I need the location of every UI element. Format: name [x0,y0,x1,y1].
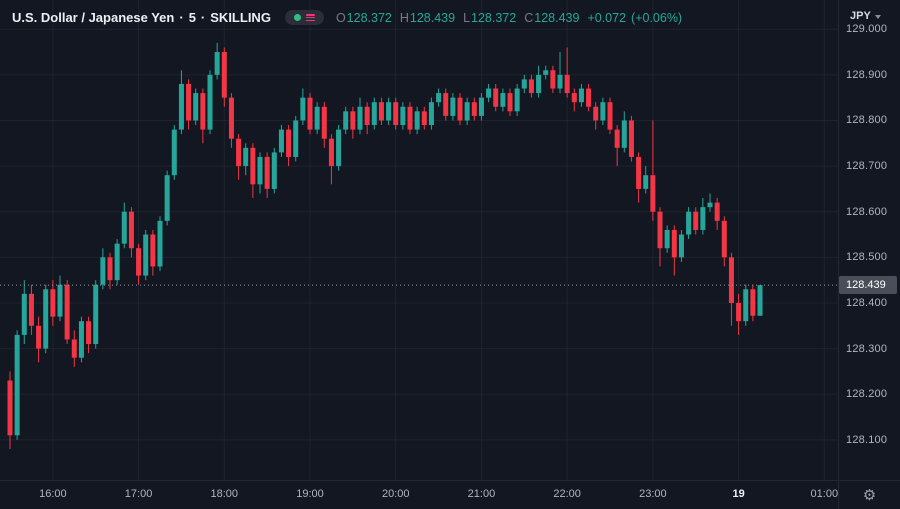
time-axis[interactable]: 16:00 17:00 18:00 19:00 20:00 21:00 22:00 23:00… [0,480,838,509]
price-tick-label: 128.900 [846,68,888,81]
interval-label[interactable]: 5 [188,10,196,26]
chevron-down-icon [874,14,881,19]
settings-gear-icon[interactable]: ⚙ [862,486,877,504]
price-tick-label: 128.200 [846,388,888,401]
status-dot-icon [293,14,301,22]
time-tick-label: 19:00 [296,488,324,500]
chart-legend: U.S. Dollar / Japanese Yen · 5 · SKILLIN… [12,10,682,26]
price-axis[interactable]: 129.000 128.900 128.800 128.700 128.600 128.5… [838,0,900,480]
list-icon [305,14,315,22]
time-tick-label: 01:00 [810,488,839,500]
close-value: 128.439 [534,10,580,25]
legend-separator: · [200,10,206,26]
close-label: C [524,10,534,25]
legend-separator: · [179,10,184,26]
ohlc-readout: O 128.372 H 128.439 L 128.372 C 128.439 +0.0… [336,11,682,25]
high-label: H [399,10,409,25]
time-tick-label: 21:00 [467,488,496,500]
open-value: 128.372 [346,10,392,25]
time-tick-label: 23:00 [639,488,667,500]
time-tick-label: 20:00 [381,488,410,500]
price-tick-label: 128.300 [846,342,888,355]
last-price-badge: 128.439 [839,276,897,295]
open-label: O [335,10,346,25]
price-tick-label: 128.600 [846,205,888,218]
low-value: 128.372 [471,10,517,25]
change-value: +0.072 [587,10,627,25]
price-tick-label: 128.100 [846,433,888,446]
price-tick-label: 129.000 [846,23,888,36]
axis-corner: ⚙ [838,480,900,509]
price-tick-label: 128.700 [846,160,888,173]
price-tick-label: 128.500 [846,251,888,264]
high-value: 128.439 [409,10,456,25]
price-tick-label: 128.800 [846,114,888,127]
price-axis-currency-dropdown[interactable]: JPY [850,10,881,22]
price-tick-label: 128.400 [846,296,888,309]
time-tick-label: 18:00 [210,488,239,500]
broker-label[interactable]: SKILLING [210,10,271,26]
candlestick-chart[interactable] [0,0,838,480]
chart-plot-area[interactable] [0,0,838,480]
time-tick-label: 17:00 [124,488,153,500]
currency-label: JPY [850,10,871,22]
time-tick-label: 22:00 [553,488,581,500]
time-tick-label: 16:00 [39,488,67,500]
low-label: L [463,10,471,25]
symbol-title[interactable]: U.S. Dollar / Japanese Yen [12,10,175,26]
legend-source-pill[interactable] [284,10,324,26]
time-tick-label: 19 [732,488,745,500]
change-percent: (+0.06%) [631,10,683,25]
candles-layer [7,42,763,449]
